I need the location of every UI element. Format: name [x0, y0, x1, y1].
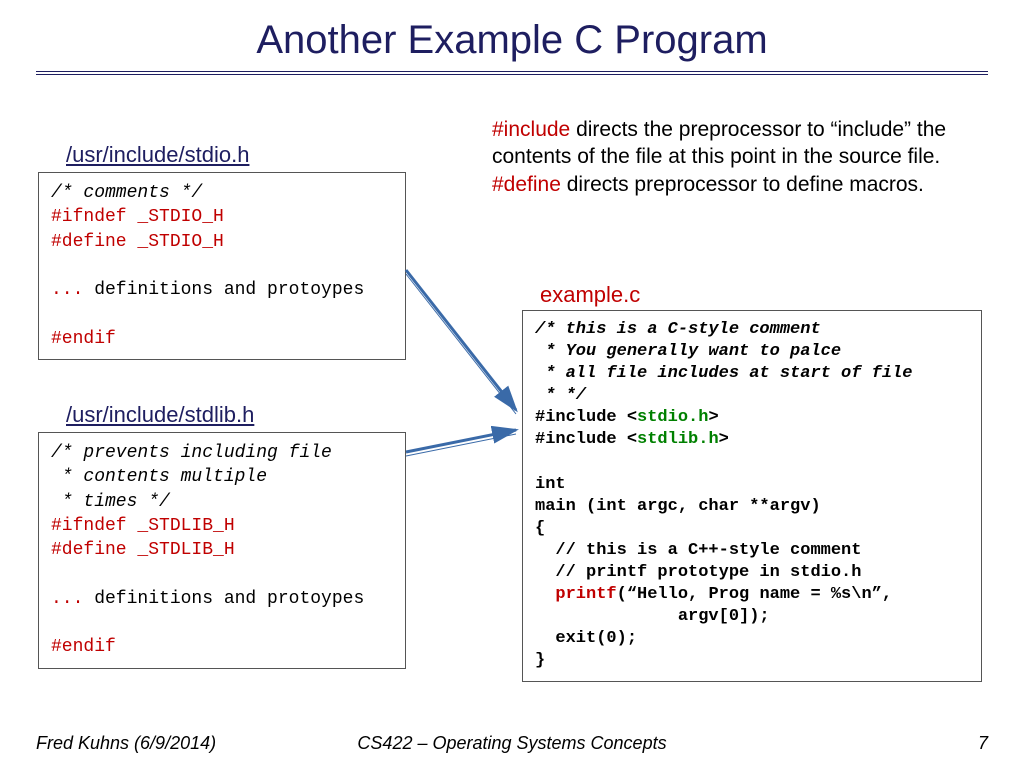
stdio-label: /usr/include/stdio.h [66, 142, 249, 168]
code-line: { [535, 519, 545, 538]
code-line: * */ [535, 386, 586, 405]
code-line: // printf prototype in stdio.h [535, 563, 861, 582]
code-line: #define _STDIO_H [51, 232, 224, 252]
code-line: #ifndef _STDIO_H [51, 207, 224, 227]
code-line: main (int argc, char **argv) [535, 497, 821, 516]
code-line: argv[0]); [535, 607, 770, 626]
code-line: #endif [51, 329, 116, 349]
code-line: // this is a C++-style comment [535, 541, 861, 560]
code-line: definitions and protoypes [83, 589, 364, 609]
explain-text: directs preprocessor to define macros. [561, 173, 924, 196]
code-line: #include < [535, 408, 637, 427]
code-line: #define _STDLIB_H [51, 540, 235, 560]
page-title: Another Example C Program [0, 0, 1024, 63]
arrow-stdlib-icon [406, 422, 536, 482]
code-line: int [535, 475, 566, 494]
code-line: stdlib.h [637, 430, 719, 449]
title-underline [36, 71, 988, 75]
code-line: (“Hello, Prog name = %s\n”, [617, 585, 892, 604]
code-line [535, 585, 555, 604]
explanation-text: #include directs the preprocessor to “in… [492, 116, 952, 198]
code-line: definitions and protoypes [83, 280, 364, 300]
code-line: #endif [51, 637, 116, 657]
code-line: exit(0); [535, 629, 637, 648]
content-area: /usr/include/stdio.h /* comments */ #ifn… [0, 110, 1024, 718]
code-line: #ifndef _STDLIB_H [51, 516, 235, 536]
stdio-code-box: /* comments */ #ifndef _STDIO_H #define … [38, 172, 406, 360]
example-code-box: /* this is a C-style comment * You gener… [522, 310, 982, 682]
code-line: ... [51, 280, 83, 300]
code-line: > [719, 430, 729, 449]
code-line: * You generally want to palce [535, 342, 841, 361]
stdlib-code-box: /* prevents including file * contents mu… [38, 432, 406, 669]
code-line: stdio.h [637, 408, 708, 427]
example-label: example.c [540, 282, 640, 308]
code-line: /* this is a C-style comment [535, 320, 821, 339]
code-line: #include < [535, 430, 637, 449]
footer-center: CS422 – Operating Systems Concepts [36, 733, 988, 754]
footer: Fred Kuhns (6/9/2014) CS422 – Operating … [36, 733, 988, 754]
code-line: printf [555, 585, 616, 604]
stdlib-label: /usr/include/stdlib.h [66, 402, 254, 428]
code-line: * times */ [51, 492, 170, 512]
code-line: * contents multiple [51, 467, 267, 487]
keyword-include: #include [492, 118, 570, 141]
arrow-stdio-icon [406, 260, 536, 440]
code-line: * all file includes at start of file [535, 364, 912, 383]
code-line: > [708, 408, 718, 427]
code-line: /* prevents including file [51, 443, 332, 463]
code-line: /* comments */ [51, 183, 202, 203]
code-line: } [535, 651, 545, 670]
code-line: ... [51, 589, 83, 609]
keyword-define: #define [492, 173, 561, 196]
